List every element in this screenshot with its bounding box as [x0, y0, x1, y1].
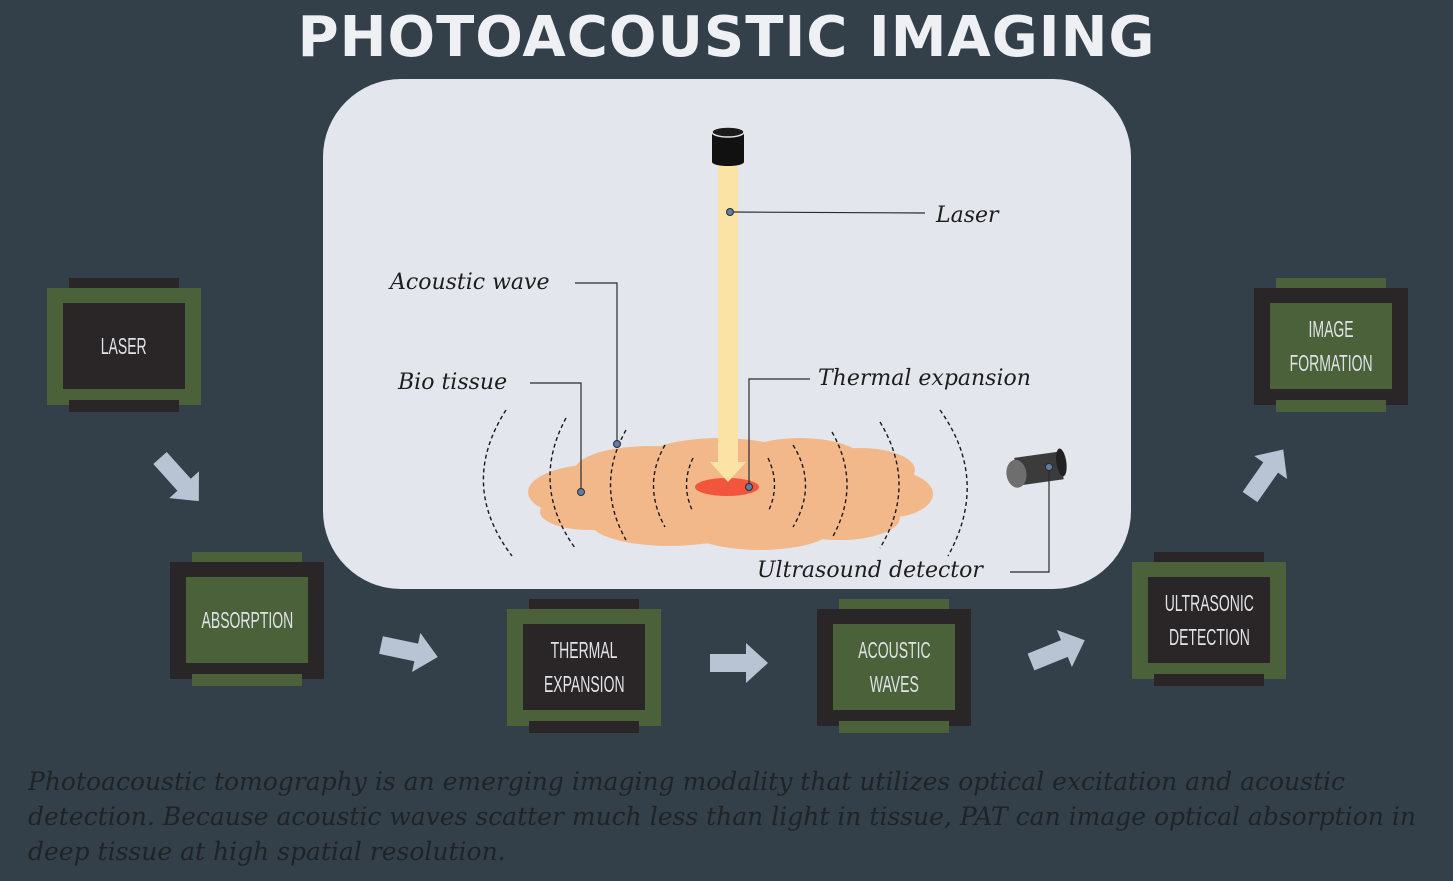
- step-acoustic-waves: ACOUSTIC WAVES: [817, 599, 971, 733]
- flow-arrows: [153, 449, 1288, 683]
- step-image-line2: FORMATION: [1289, 350, 1373, 376]
- step-ultrasonic-line1: ULTRASONIC: [1164, 590, 1254, 616]
- arrow-ultrasonic-to-image: [1242, 449, 1288, 503]
- label-thermal-expansion: Thermal expansion: [818, 366, 1031, 391]
- arrow-laser-to-absorption: [153, 451, 199, 502]
- acoustic-waves-left: [482, 409, 694, 557]
- laser-source-icon: [711, 126, 745, 166]
- page-title: PHOTOACOUSTIC IMAGING: [297, 5, 1156, 70]
- step-acoustic-line2: WAVES: [869, 671, 919, 697]
- label-ultrasound-detector: Ultrasound detector: [757, 558, 983, 583]
- step-laser-line1: LASER: [101, 333, 147, 359]
- description-text: Photoacoustic tomography is an emerging …: [28, 767, 1416, 866]
- laser-arrowhead: [710, 462, 746, 482]
- label-laser: Laser: [936, 203, 999, 228]
- step-thermal-line1: THERMAL: [550, 637, 618, 663]
- arrow-acoustic-to-ultrasonic: [1027, 629, 1085, 671]
- step-absorption-line1: ABSORPTION: [201, 607, 293, 633]
- callout-lines: [530, 211, 1050, 573]
- step-ultrasonic-detection: ULTRASONIC DETECTION: [1132, 552, 1286, 686]
- thermal-hotspot: [695, 478, 759, 496]
- step-laser: LASER: [47, 278, 201, 412]
- step-absorption: ABSORPTION: [170, 552, 324, 686]
- step-image-line1: IMAGE: [1308, 316, 1354, 342]
- step-acoustic-line1: ACOUSTIC: [857, 637, 931, 663]
- step-image-formation: IMAGE FORMATION: [1254, 278, 1408, 412]
- step-thermal-line2: EXPANSION: [543, 671, 625, 697]
- callout-dots: [577, 208, 1053, 496]
- ultrasound-detector-icon: [1006, 448, 1067, 488]
- laser-beam: [718, 158, 738, 468]
- step-thermal-expansion: THERMAL EXPANSION: [507, 599, 661, 733]
- acoustic-waves-right: [767, 409, 968, 557]
- label-acoustic-wave: Acoustic wave: [390, 270, 550, 295]
- step-ultrasonic-line2: DETECTION: [1168, 624, 1250, 650]
- arrow-absorption-to-thermal: [379, 632, 438, 673]
- arrow-thermal-to-acoustic: [710, 643, 768, 683]
- label-bio-tissue: Bio tissue: [398, 370, 508, 395]
